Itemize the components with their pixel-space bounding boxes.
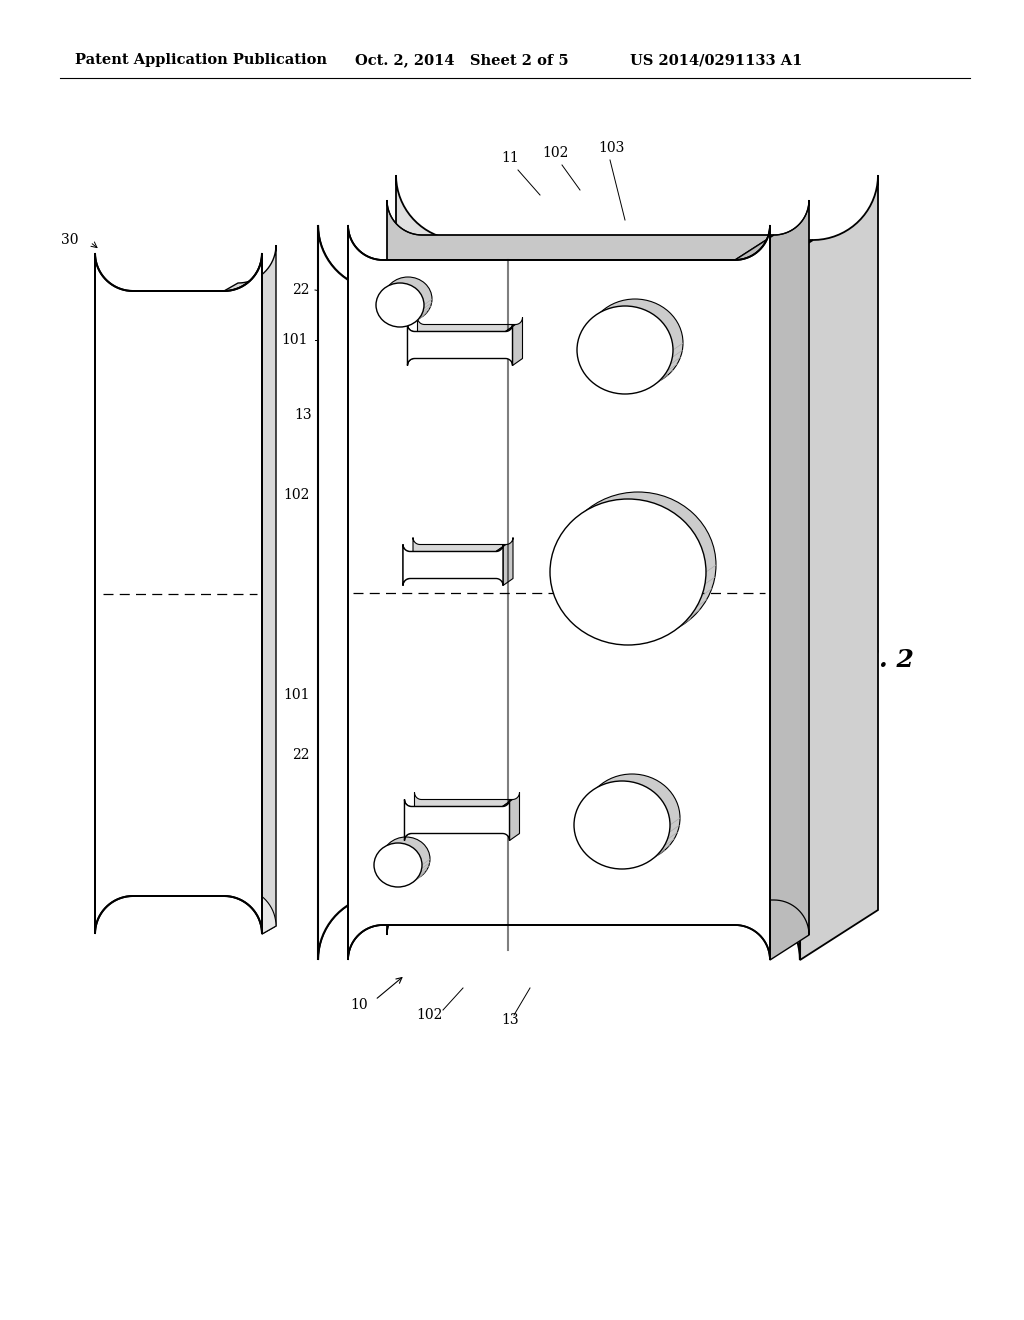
Polygon shape	[95, 253, 262, 935]
Ellipse shape	[574, 781, 670, 869]
Polygon shape	[318, 224, 800, 960]
Text: 22: 22	[293, 748, 310, 762]
Polygon shape	[404, 800, 510, 841]
Polygon shape	[506, 318, 522, 366]
Text: 101: 101	[282, 333, 308, 347]
Text: Oct. 2, 2014   Sheet 2 of 5: Oct. 2, 2014 Sheet 2 of 5	[355, 53, 568, 67]
Text: 30: 30	[60, 234, 78, 247]
Polygon shape	[408, 318, 515, 366]
Ellipse shape	[382, 837, 430, 880]
Polygon shape	[403, 537, 506, 586]
Polygon shape	[348, 224, 770, 960]
Polygon shape	[348, 201, 774, 960]
Polygon shape	[133, 888, 276, 935]
Polygon shape	[404, 792, 512, 841]
Text: 102: 102	[284, 488, 310, 502]
Text: 13: 13	[294, 408, 312, 422]
Text: 21: 21	[831, 774, 850, 787]
Polygon shape	[318, 176, 813, 960]
Ellipse shape	[577, 306, 673, 393]
Text: 101: 101	[831, 853, 858, 867]
Ellipse shape	[550, 499, 706, 645]
Ellipse shape	[587, 300, 683, 387]
Text: 103: 103	[598, 141, 625, 154]
Text: 102: 102	[542, 147, 568, 160]
Polygon shape	[735, 176, 878, 960]
Text: 22: 22	[293, 282, 310, 297]
Text: US 2014/0291133 A1: US 2014/0291133 A1	[630, 53, 803, 67]
Text: 102: 102	[417, 1008, 443, 1022]
Ellipse shape	[376, 282, 424, 327]
Text: 10: 10	[350, 998, 368, 1012]
Polygon shape	[408, 325, 512, 366]
Ellipse shape	[384, 277, 432, 321]
Ellipse shape	[584, 774, 680, 862]
Text: 102: 102	[831, 643, 858, 657]
Text: 11: 11	[501, 150, 519, 165]
Polygon shape	[403, 544, 503, 586]
Ellipse shape	[560, 492, 716, 638]
Text: Patent Application Publication: Patent Application Publication	[75, 53, 327, 67]
Polygon shape	[224, 246, 276, 935]
Ellipse shape	[374, 843, 422, 887]
Polygon shape	[735, 201, 809, 960]
Text: 13: 13	[501, 1012, 519, 1027]
Text: 101: 101	[284, 688, 310, 702]
Polygon shape	[496, 537, 513, 586]
Text: 101: 101	[830, 352, 856, 367]
Text: 21: 21	[831, 444, 850, 457]
Text: FIG. 2: FIG. 2	[830, 648, 914, 672]
Polygon shape	[503, 792, 519, 841]
